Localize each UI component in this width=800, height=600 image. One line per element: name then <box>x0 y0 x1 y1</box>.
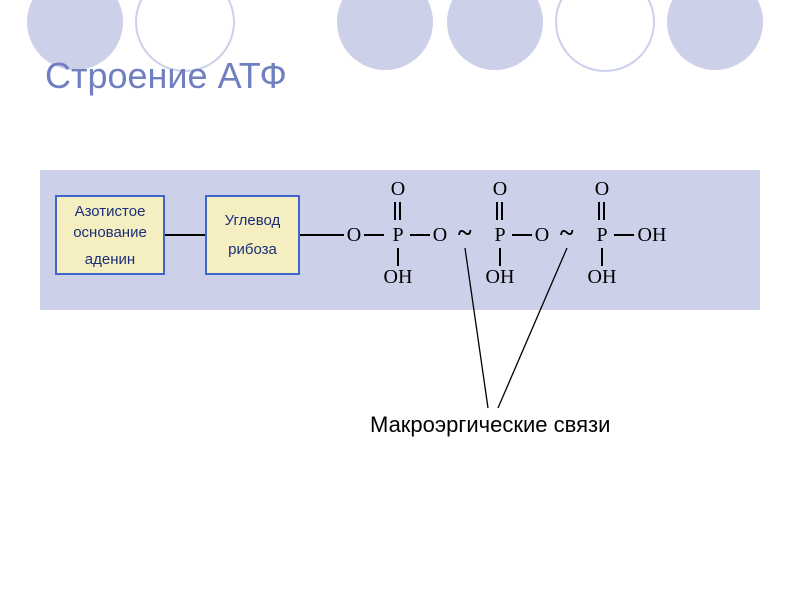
p3-phosphorus: P <box>588 224 616 247</box>
p2-o-top: O <box>490 178 510 201</box>
bond-p2-o <box>512 234 532 236</box>
p3-oh-bottom: OH <box>584 266 620 289</box>
bond-box1-box2 <box>165 234 205 236</box>
p3-single-bond-down <box>601 248 603 266</box>
p2-single-bond-down <box>499 248 501 266</box>
p3-oh-right: OH <box>634 224 670 247</box>
deco-circle-4 <box>555 0 655 72</box>
box-ribose: Углевод рибоза <box>205 195 300 275</box>
deco-circle-3 <box>447 0 543 70</box>
box-ribose-line2: рибоза <box>207 239 298 260</box>
box-adenine-line3: аденин <box>57 249 163 270</box>
page-title: Строение АТФ <box>45 55 287 97</box>
p1-o-top: O <box>388 178 408 201</box>
p2-o-right: O <box>532 224 552 247</box>
p1-phosphorus: P <box>384 224 412 247</box>
p2-double-bond <box>496 202 498 220</box>
p2-phosphorus: P <box>486 224 514 247</box>
bond-p1-o <box>410 234 430 236</box>
p1-o-left: O <box>344 224 364 247</box>
tilde-2: ~ <box>560 218 574 248</box>
p1-oh-bottom: OH <box>380 266 416 289</box>
deco-circle-5 <box>667 0 763 70</box>
p1-double-bond <box>394 202 396 220</box>
callout-label: Макроэргические связи <box>370 412 610 438</box>
bond-box2-o <box>300 234 344 236</box>
p1-single-bond-down <box>397 248 399 266</box>
tilde-1: ~ <box>458 218 472 248</box>
deco-circle-2 <box>337 0 433 70</box>
p1-o-right: O <box>430 224 450 247</box>
box-adenine-line2: основание <box>57 222 163 243</box>
p3-o-top: O <box>592 178 612 201</box>
p3-double-bond <box>598 202 600 220</box>
p2-oh-bottom: OH <box>482 266 518 289</box>
bond-p3-oh <box>614 234 634 236</box>
bond-o-p1 <box>364 234 384 236</box>
box-adenine-line1: Азотистое <box>57 201 163 222</box>
box-adenine: Азотистое основание аденин <box>55 195 165 275</box>
box-ribose-line1: Углевод <box>207 210 298 231</box>
